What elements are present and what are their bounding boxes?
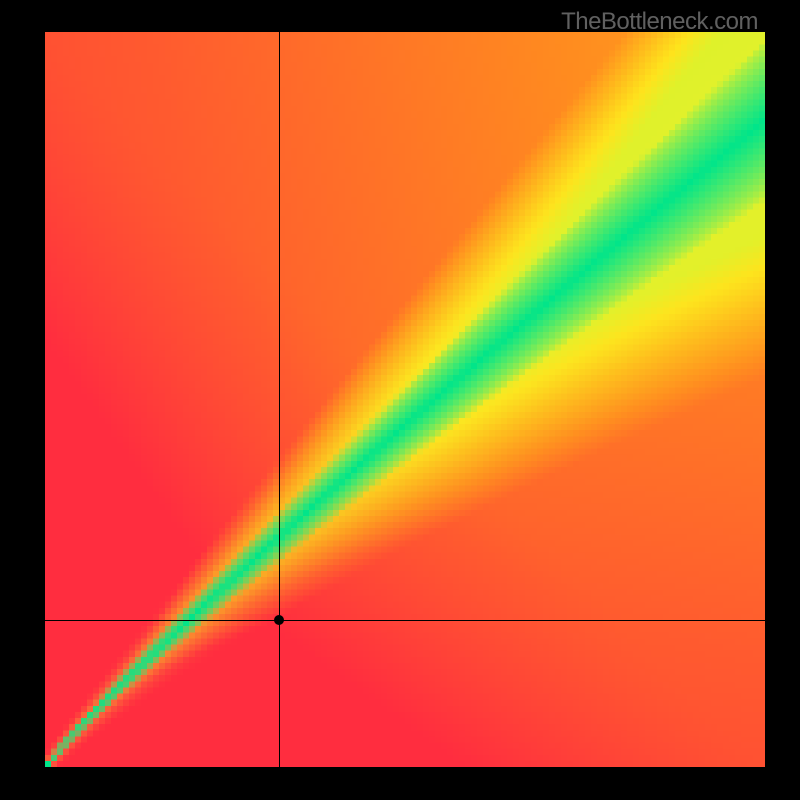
crosshair-marker xyxy=(274,615,284,625)
watermark-text: TheBottleneck.com xyxy=(561,8,758,36)
crosshair-vertical xyxy=(279,32,280,767)
heatmap-canvas xyxy=(45,32,765,767)
bottleneck-heatmap xyxy=(45,32,765,767)
crosshair-horizontal xyxy=(45,620,765,621)
